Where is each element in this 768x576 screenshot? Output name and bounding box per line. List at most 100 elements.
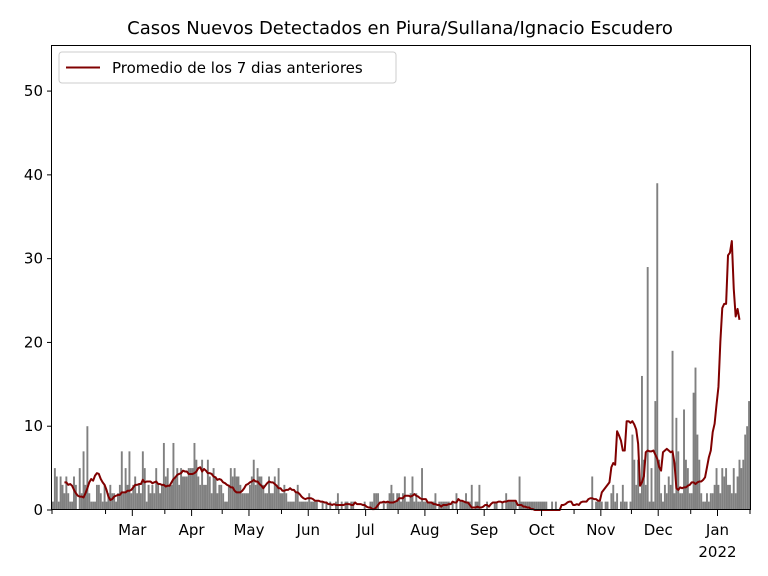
bar — [639, 493, 641, 510]
bar — [394, 501, 397, 510]
bar — [245, 493, 248, 510]
bar — [273, 476, 276, 510]
bar — [411, 476, 414, 510]
bar — [204, 484, 207, 510]
bar — [748, 401, 750, 510]
bar — [126, 484, 129, 510]
bar — [166, 468, 169, 510]
bar — [675, 417, 678, 510]
bar — [195, 459, 198, 510]
bar — [382, 501, 385, 510]
bar — [474, 501, 477, 510]
x-tick-label: May — [233, 521, 264, 539]
bar — [94, 501, 96, 510]
bar — [742, 459, 745, 510]
y-tick-label: 40 — [24, 166, 43, 184]
bar — [644, 484, 647, 510]
bar — [619, 501, 622, 510]
bar — [717, 484, 720, 510]
bar — [686, 468, 689, 510]
x-tick-label: Jan — [705, 521, 729, 539]
bar — [52, 501, 54, 510]
bar — [700, 493, 703, 510]
bar — [390, 484, 393, 510]
bar — [554, 501, 557, 510]
bar — [386, 501, 389, 510]
bar — [78, 468, 81, 510]
bar — [138, 484, 140, 510]
bar — [740, 468, 743, 510]
bar — [149, 493, 152, 510]
bar — [470, 484, 473, 510]
bar — [518, 476, 521, 510]
bar — [120, 451, 123, 510]
bar — [702, 501, 705, 510]
bar — [623, 501, 626, 510]
bar — [216, 493, 219, 510]
bar — [214, 476, 217, 510]
bar — [660, 493, 663, 510]
y-tick-label: 30 — [24, 250, 43, 268]
bar — [403, 476, 406, 510]
bar — [528, 501, 531, 510]
bar — [128, 451, 131, 510]
bar — [164, 476, 167, 510]
bar — [185, 476, 188, 510]
bar — [161, 484, 163, 510]
bar — [736, 476, 739, 510]
bar — [409, 493, 412, 510]
bar — [650, 468, 653, 510]
bar — [346, 501, 349, 510]
bar — [424, 501, 427, 510]
bar — [537, 501, 540, 510]
bar — [275, 484, 278, 510]
bar — [417, 501, 420, 510]
bar — [310, 501, 313, 510]
bar — [61, 484, 64, 510]
bar — [208, 476, 211, 510]
bar — [501, 501, 504, 510]
y-tick-label: 10 — [24, 417, 43, 435]
bar — [97, 484, 100, 510]
bar — [369, 501, 372, 510]
y-axis: 0 10 20 30 40 50 — [24, 82, 52, 519]
x-tick-label: Jun — [296, 521, 320, 539]
bar — [248, 484, 251, 510]
bar — [535, 501, 538, 510]
bar — [606, 501, 609, 510]
y-tick-label: 20 — [24, 333, 43, 351]
bar — [721, 468, 724, 510]
bar — [321, 501, 324, 510]
bar — [243, 493, 246, 510]
bar — [115, 501, 118, 510]
bar — [306, 501, 309, 510]
bar — [145, 501, 148, 510]
bar — [734, 493, 737, 510]
bar-series — [52, 183, 750, 511]
bar — [153, 493, 156, 510]
bar — [510, 501, 513, 510]
bar — [254, 484, 257, 510]
bar — [512, 501, 515, 510]
bar — [679, 493, 682, 510]
bar — [641, 375, 643, 510]
bar — [132, 484, 135, 510]
bar — [407, 501, 410, 510]
bar — [459, 501, 462, 510]
bar — [63, 493, 66, 510]
bar — [109, 484, 112, 510]
bar — [434, 493, 437, 510]
bar — [478, 484, 481, 510]
bar — [419, 501, 422, 510]
bar — [507, 501, 510, 510]
bar — [648, 501, 651, 510]
bar — [551, 501, 554, 510]
bar — [107, 493, 110, 510]
y-tick-label: 50 — [24, 82, 43, 100]
x-tick-label: Oct — [529, 521, 555, 539]
bar — [302, 501, 305, 510]
bar — [663, 484, 666, 510]
bar — [270, 493, 272, 510]
bar — [199, 484, 202, 510]
bar — [182, 476, 184, 510]
